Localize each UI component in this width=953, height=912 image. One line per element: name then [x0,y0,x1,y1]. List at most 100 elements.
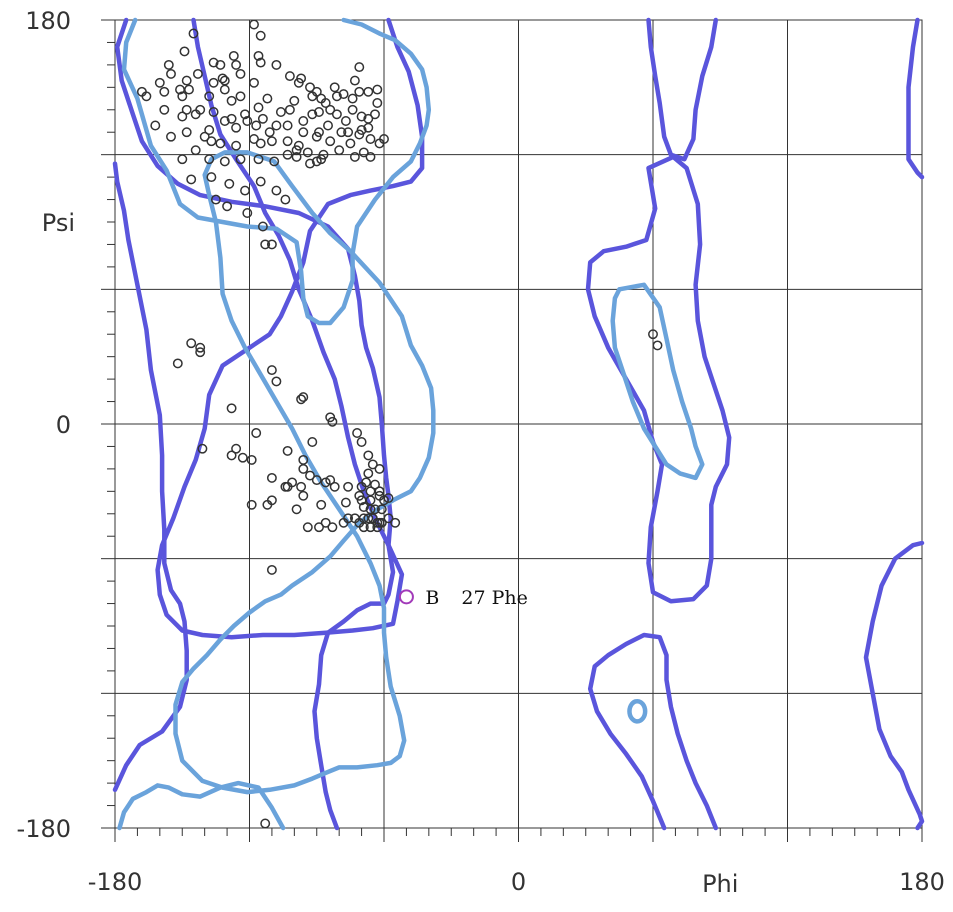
data-point [195,342,206,353]
data-point [370,504,380,515]
data-point [363,468,374,479]
data-point [305,82,315,93]
data-point [314,127,324,138]
data-points [136,19,663,829]
y-tick-label: -180 [17,815,71,843]
data-point [325,104,336,115]
data-point [226,450,237,461]
data-point [154,77,165,88]
data-point [325,136,336,147]
data-point [648,329,658,340]
data-point [249,77,259,88]
data-point [159,86,170,97]
data-point [349,75,360,86]
data-point [331,91,342,102]
data-point [390,517,401,528]
data-point [358,147,369,158]
data-point [347,104,358,115]
data-point [172,358,183,369]
data-point [231,122,242,133]
data-point [372,98,383,108]
data-point [271,59,282,70]
data-point [298,392,309,403]
data-point [334,145,345,156]
data-point [289,95,300,106]
data-point [253,102,264,113]
data-point [329,481,340,492]
data-point [206,172,217,183]
data-point [266,472,277,483]
data-point [383,513,394,524]
data-point [184,84,194,95]
data-point [266,495,277,506]
data-point [159,104,170,115]
data-point [311,475,322,486]
data-point [343,481,354,492]
data-point [237,452,248,463]
data-point [280,481,291,492]
data-point [363,513,374,524]
data-point [296,394,307,405]
data-point [262,93,273,104]
allowed-contour-line [906,17,925,180]
data-point [251,428,262,438]
data-point [255,176,266,187]
data-point [316,499,327,510]
data-point [314,522,324,533]
data-point [266,365,277,376]
axis-labels: Phi Psi [42,209,739,898]
data-point [255,30,266,41]
data-point [257,113,268,124]
data-point [282,445,293,456]
y-axis-title: Psi [42,209,75,237]
data-point [199,131,210,142]
data-point [219,84,230,95]
x-axis-title: Phi [702,870,738,898]
data-point [186,338,197,349]
data-point [181,127,192,138]
data-point [226,403,237,414]
data-point [336,127,347,138]
data-point [307,91,318,102]
data-point [195,104,206,115]
data-point [379,495,389,506]
data-point [374,463,385,474]
data-point [356,111,367,122]
data-point [349,513,360,524]
data-point [197,443,208,454]
allowed-contour-line [114,17,396,831]
x-tick-label: 0 [511,868,526,896]
data-point [282,120,293,131]
data-point [257,221,268,232]
data-point [291,151,302,162]
data-point [298,490,309,501]
data-point [325,475,336,486]
data-point [235,91,246,102]
favoured-contour-island [627,698,648,724]
data-point [204,154,215,165]
data-point [347,93,358,104]
allowed-contour-line [155,17,425,640]
outlier-residue-label: 27 Phe [461,587,527,609]
data-point [365,522,376,533]
favoured-contour-line [610,282,705,481]
data-point [374,486,385,497]
data-point [354,86,365,97]
data-point [271,185,282,196]
data-point [177,154,188,165]
data-point [231,443,242,454]
data-point [210,194,221,205]
data-point [305,158,315,169]
data-point [367,459,378,470]
data-point [271,376,282,387]
data-point [358,502,369,512]
minor-ticks-layer [101,19,923,842]
data-point [291,504,302,515]
allowed-contour-line [112,161,189,793]
data-point [363,450,374,461]
data-point [141,91,152,102]
data-point [266,564,277,575]
data-point [298,116,309,126]
data-point [219,116,230,126]
data-point [365,151,376,162]
